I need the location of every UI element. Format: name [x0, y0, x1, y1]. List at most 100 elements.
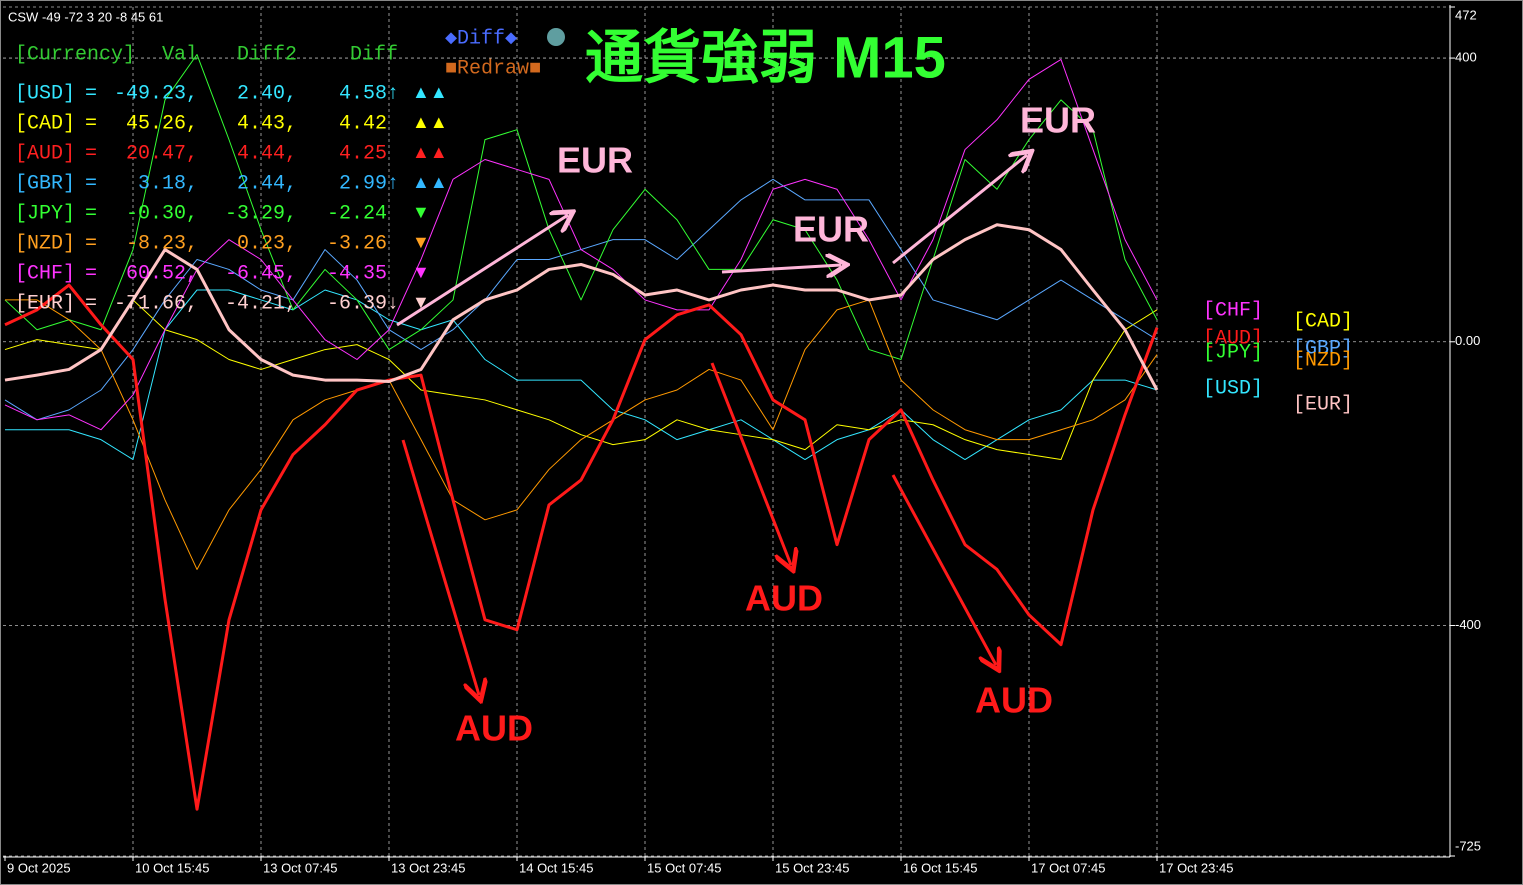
legend-entry: [CHF]: [1203, 299, 1263, 322]
arrow: [710, 362, 791, 565]
x-tick-label: 10 Oct 15:45: [135, 860, 209, 875]
y-tick-label: -725: [1455, 838, 1481, 853]
grid-layer: [3, 6, 1450, 857]
legend-entry: [JPY]: [1203, 341, 1263, 364]
row-diff2: 0.23,: [237, 232, 297, 255]
row-val: -0.30,: [126, 202, 198, 225]
row-signal: ▲▲: [412, 172, 448, 192]
row-signal: ▼: [412, 202, 430, 222]
legend-entry: [EUR]: [1293, 393, 1353, 416]
row-diff: 2.99↑: [339, 172, 399, 195]
arrow: [721, 265, 841, 272]
x-tick-label: 17 Oct 23:45: [1159, 860, 1233, 875]
legend-entry: [GBP]: [1293, 337, 1353, 360]
row-diff: 4.42: [339, 112, 387, 135]
row-diff: -2.24: [327, 202, 387, 225]
annotation: AUD: [975, 680, 1053, 721]
x-tick-label: 15 Oct 23:45: [775, 860, 849, 875]
row-diff: 4.25: [339, 142, 387, 165]
row-eq: =: [85, 82, 97, 105]
line-layer: [4, 54, 1159, 811]
row-currency: [GBR]: [15, 172, 75, 195]
row-diff2: 2.44,: [237, 172, 297, 195]
row-val: 45.26,: [126, 112, 198, 135]
series-line: [4, 223, 1159, 391]
x-tick-label: 15 Oct 07:45: [647, 860, 721, 875]
annotation: EUR: [557, 140, 633, 181]
y-tick-label: -400: [1455, 617, 1481, 632]
x-tick-label: 16 Oct 15:45: [903, 860, 977, 875]
row-eq: =: [85, 142, 97, 165]
legend-entry: [AUD]: [1203, 327, 1263, 350]
annotation: AUD: [745, 578, 823, 619]
arrow: [891, 474, 996, 665]
x-tick-label: 9 Oct 2025: [7, 860, 71, 875]
row-currency: [USD]: [15, 82, 75, 105]
series-line: [4, 299, 1158, 461]
legend-entry: [CAD]: [1293, 310, 1353, 333]
annotation: EUR: [793, 209, 869, 250]
x-tick-label: 13 Oct 23:45: [391, 860, 465, 875]
row-diff2: 4.44,: [237, 142, 297, 165]
legend-entry: [NZD]: [1293, 349, 1353, 372]
x-tick-label: 13 Oct 07:45: [263, 860, 337, 875]
status-dot[interactable]: [547, 28, 565, 46]
series-line: [4, 283, 1159, 811]
row-signal: ▼: [412, 262, 430, 282]
x-tick-label: 14 Oct 15:45: [519, 860, 593, 875]
col-header: Val: [162, 43, 198, 66]
row-diff2: -3.29,: [225, 202, 297, 225]
row-eq: =: [85, 262, 97, 285]
value-table: [Currency] Val Diff2 Diff [USD] = -49.23, 2…: [15, 43, 448, 315]
row-eq: =: [85, 232, 97, 255]
arrow: [396, 215, 568, 327]
row-diff: -4.35: [327, 262, 387, 285]
row-signal: ▲▲: [412, 82, 448, 102]
row-signal: ▲▲: [412, 142, 448, 162]
row-eq: =: [85, 112, 97, 135]
y-tick-label: 472: [1455, 7, 1477, 22]
legend: [USD] [CAD] [AUD] [GBP] [JPY] [NZD] [CHF] [EUR]: [1203, 299, 1353, 416]
arrow: [401, 439, 479, 695]
legend-entry: [USD]: [1203, 377, 1263, 400]
row-diff2: 2.40,: [237, 82, 297, 105]
series-line: [5, 289, 1158, 461]
row-currency: [AUD]: [15, 142, 75, 165]
row-val: -49.23,: [114, 82, 198, 105]
diff-button[interactable]: ◆Diff◆: [445, 27, 517, 50]
annotation: AUD: [455, 708, 533, 749]
row-val: -71.66,: [114, 292, 198, 315]
y-tick-label: 0.00: [1455, 333, 1480, 348]
row-val: 3.18,: [138, 172, 198, 195]
chart-title: 通貨強弱 M15: [585, 25, 946, 90]
row-signal: ▲▲: [412, 112, 448, 132]
row-currency: [CHF]: [15, 262, 75, 285]
row-diff2: -4.21,: [225, 292, 297, 315]
row-diff: -3.26: [327, 232, 387, 255]
row-currency: [JPY]: [15, 202, 75, 225]
series-line: [5, 299, 1158, 570]
row-currency: [EUR]: [15, 292, 75, 315]
arrow: [892, 155, 1027, 265]
row-val: 20.47,: [126, 142, 198, 165]
row-diff2: -6.45,: [225, 262, 297, 285]
row-signal: ▼: [412, 232, 430, 252]
row-val: -8.23,: [126, 232, 198, 255]
row-eq: =: [85, 172, 97, 195]
row-val: 60.52,: [126, 262, 198, 285]
annotation: EUR: [1020, 100, 1096, 141]
col-header: [Currency]: [15, 43, 135, 66]
row-eq: =: [85, 292, 97, 315]
y-tick-label: 400: [1455, 50, 1477, 65]
row-currency: [NZD]: [15, 232, 75, 255]
row-diff: -6.39↓: [327, 292, 399, 315]
series-line: [4, 54, 1158, 361]
redraw-button[interactable]: ■Redraw■: [445, 57, 541, 80]
annotations: EUR EUR EUR AUD AUD AUD: [396, 100, 1096, 749]
indicator-label: CSW -49 -72 3 20 -8 45 61: [8, 9, 163, 24]
x-tick-label: 17 Oct 07:45: [1031, 860, 1105, 875]
col-header: Diff: [350, 43, 398, 66]
row-currency: [CAD]: [15, 112, 75, 135]
